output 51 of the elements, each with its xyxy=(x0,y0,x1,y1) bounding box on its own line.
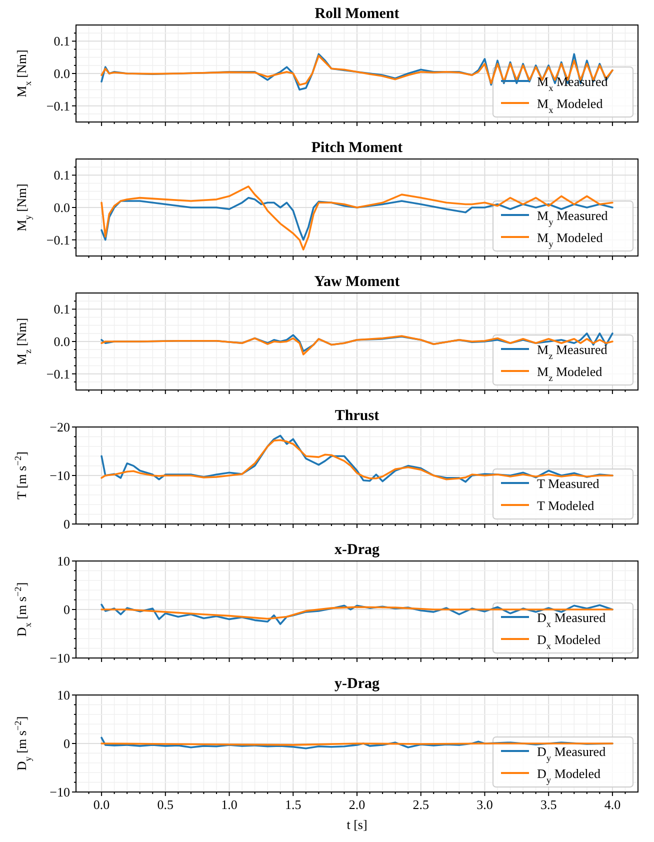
y-tick-label: −0.1 xyxy=(46,98,70,114)
legend-label: D$_{x}$ Measured xyxy=(537,610,606,630)
legend-label: M$_{x}$ Measured xyxy=(537,74,608,94)
x-tick-label: 3.5 xyxy=(540,797,557,812)
y-tick-label: −0.1 xyxy=(46,232,70,248)
legend-label: M$_{x}$ Modeled xyxy=(537,96,604,116)
y-tick-label: 0.1 xyxy=(54,34,70,49)
legend-label: M$_{z}$ Modeled xyxy=(537,364,603,384)
legend-label: D$_{y}$ Measured xyxy=(537,744,606,764)
y-tick-label: 0.0 xyxy=(54,66,70,81)
x-tick-label: 2.5 xyxy=(412,797,429,812)
y-tick-label: 0 xyxy=(64,516,70,532)
y-tick-label: 0.0 xyxy=(54,200,70,215)
x-axis-title: t [s] xyxy=(346,817,368,832)
legend-label: T Modeled xyxy=(537,498,595,513)
y-tick-label: 0 xyxy=(64,602,70,617)
chart-title: y-Drag xyxy=(334,676,380,692)
y-tick-label: 0.0 xyxy=(54,334,70,349)
line-series xyxy=(100,604,614,625)
y-tick-label: −20 xyxy=(50,420,70,434)
x-tick-label: 2.0 xyxy=(348,797,366,812)
legend-label: D$_{x}$ Modeled xyxy=(537,632,602,652)
line-series xyxy=(100,53,614,91)
legend-label: M$_{y}$ Modeled xyxy=(537,230,604,250)
x-tick-label: 3.0 xyxy=(476,797,493,812)
line-series xyxy=(100,196,614,241)
x-tick-label: 4.0 xyxy=(604,797,621,812)
y-tick-label: 10 xyxy=(57,688,70,702)
legend-label: M$_{y}$ Measured xyxy=(537,208,608,228)
y-tick-label: 10 xyxy=(57,554,70,568)
y-tick-label: −10 xyxy=(50,650,70,666)
y-tick-label: −10 xyxy=(50,784,70,800)
chart-title: Thrust xyxy=(334,408,380,424)
y-tick-label: 0 xyxy=(64,736,70,751)
chart-title: Pitch Moment xyxy=(311,140,403,156)
line-series xyxy=(100,186,614,250)
chart-title: Roll Moment xyxy=(314,6,400,22)
y-tick-label: −10 xyxy=(50,468,70,483)
y-tick-label: 0.1 xyxy=(54,168,70,183)
legend-label: T Measured xyxy=(537,476,600,491)
legend-label: D$_{y}$ Modeled xyxy=(537,766,602,786)
legend-label: M$_{z}$ Measured xyxy=(537,342,608,362)
x-tick-label: 0.5 xyxy=(157,797,174,812)
x-tick-label: 1.0 xyxy=(221,797,238,812)
line-series xyxy=(100,54,614,86)
chart-title: x-Drag xyxy=(334,542,380,558)
x-tick-label: 0.0 xyxy=(93,797,110,812)
y-tick-label: 0.1 xyxy=(54,302,70,317)
y-tick-label: −0.1 xyxy=(46,366,70,382)
chart-title: Yaw Moment xyxy=(314,274,400,290)
x-tick-label: 1.5 xyxy=(285,797,302,812)
